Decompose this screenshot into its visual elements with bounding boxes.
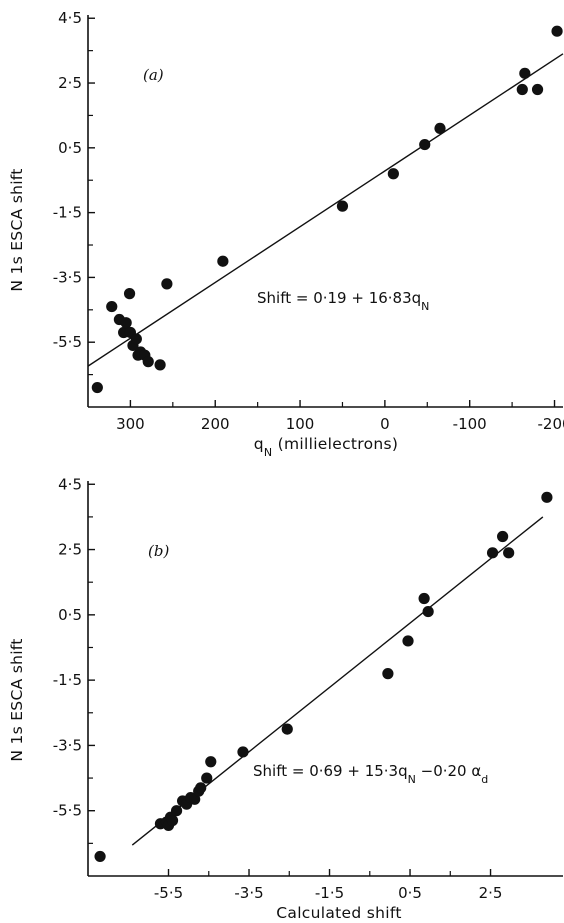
panel-b-y-tick-label: -1·5 (53, 671, 82, 689)
panel-a-data-point (434, 122, 446, 134)
panel-b-data-point (503, 547, 515, 559)
panel-a-data-point (336, 200, 349, 212)
panel-b-x-tick-label: 0·5 (398, 884, 422, 902)
panel-b-y-tick-label: 4·5 (58, 475, 82, 493)
panel-a-x-ticks: 300 200 100 0 -100 -200 (116, 400, 564, 433)
panel-b-data-point (166, 814, 179, 827)
panel-b-equation: Shift = 0·69 + 15·3qN −0·20 αd (253, 762, 488, 786)
panel-b-data-point (402, 635, 414, 647)
panel-b-data-point (205, 756, 217, 768)
panel-b-x-tick-label: -3·5 (234, 884, 263, 902)
panel-a-y-axis-title: N 1s ESCA shift (8, 168, 26, 291)
panel-b-data-point (486, 547, 499, 559)
panel-b-data-point (382, 668, 394, 680)
panel-a-data-point (123, 288, 136, 300)
panel-a-x-tick-label: -100 (453, 415, 487, 433)
panel-b-data-point (94, 850, 106, 863)
panel-a-y-tick-label: -5·5 (53, 333, 82, 351)
panel-b-y-tick-label: 0·5 (58, 606, 82, 624)
panel-b-data-point (541, 491, 553, 503)
panel-a-x-tick-label: 300 (116, 415, 145, 433)
panel-a-equation: Shift = 0·19 + 16·83qN (257, 289, 429, 313)
panel-a-points (91, 25, 563, 394)
panel-b-x-tick-label: -5·5 (154, 884, 183, 902)
panel-a-data-point (217, 255, 229, 267)
panel-a-data-point (120, 317, 132, 329)
panel-b-points (94, 491, 553, 863)
panel-a: 4·5 2·5 0·5 -1·5 -3·5 -5·5 300 200 100 0 -100 -200… (8, 9, 564, 458)
panel-b-y-axis-title: N 1s ESCA shift (8, 638, 26, 761)
panel-b: 4·5 2·5 0·5 -1·5 -3·5 -5·5 -5·5 -3·5 -1·5 0·5 2·5… (8, 475, 563, 922)
panel-a-data-point (130, 333, 142, 345)
panel-b-x-tick-label: 2·5 (479, 884, 503, 902)
panel-a-data-point (551, 25, 563, 37)
panel-b-data-point (418, 592, 430, 605)
panel-b-y-ticks: 4·5 2·5 0·5 -1·5 -3·5 -5·5 (53, 475, 95, 844)
panel-a-label: (a) (143, 66, 164, 84)
panel-b-y-tick-label: 2·5 (58, 541, 82, 559)
panel-a-data-point (161, 278, 173, 290)
panel-a-x-tick-label: -200 (537, 415, 564, 433)
panel-a-y-tick-label: -3·5 (53, 268, 82, 286)
panel-a-x-tick-label: 0 (380, 415, 390, 433)
panel-b-y-tick-label: -3·5 (53, 736, 82, 754)
panel-b-x-tick-label: -1·5 (315, 884, 344, 902)
panel-b-x-axis-title: Calculated shift (276, 904, 401, 922)
panel-a-y-ticks: 4·5 2·5 0·5 -1·5 -3·5 -5·5 (53, 9, 95, 376)
panel-a-fit-line (87, 53, 564, 367)
panel-a-data-point (419, 138, 431, 151)
panel-a-data-point (516, 83, 528, 96)
panel-b-label: (b) (148, 542, 169, 560)
panel-b-data-point (237, 746, 249, 758)
panel-a-data-point (387, 168, 399, 180)
panel-a-y-tick-label: -1·5 (53, 204, 82, 222)
panel-a-y-tick-label: 0·5 (58, 139, 82, 157)
panel-a-data-point (91, 381, 103, 394)
panel-b-data-point (497, 530, 509, 543)
panel-b-y-tick-label: -5·5 (53, 802, 82, 820)
panel-b-data-point (281, 723, 293, 735)
panel-a-x-tick-label: 100 (286, 415, 315, 433)
panel-a-data-point (106, 300, 118, 313)
panel-a-x-axis-title: qN (millielectrons) (254, 435, 399, 459)
panel-b-data-point (201, 772, 213, 784)
panel-a-data-point (519, 67, 531, 79)
panel-a-data-point (154, 359, 166, 371)
panel-b-data-point (170, 805, 183, 817)
panel-a-data-point (531, 83, 544, 96)
panel-a-data-point (142, 356, 154, 368)
panel-b-data-point (195, 782, 207, 794)
panel-a-y-tick-label: 4·5 (58, 9, 82, 27)
panel-a-x-tick-label: 200 (201, 415, 230, 433)
panel-a-y-tick-label: 2·5 (58, 74, 82, 92)
panel-b-x-ticks: -5·5 -3·5 -1·5 0·5 2·5 (154, 869, 503, 902)
panel-b-data-point (422, 605, 434, 618)
